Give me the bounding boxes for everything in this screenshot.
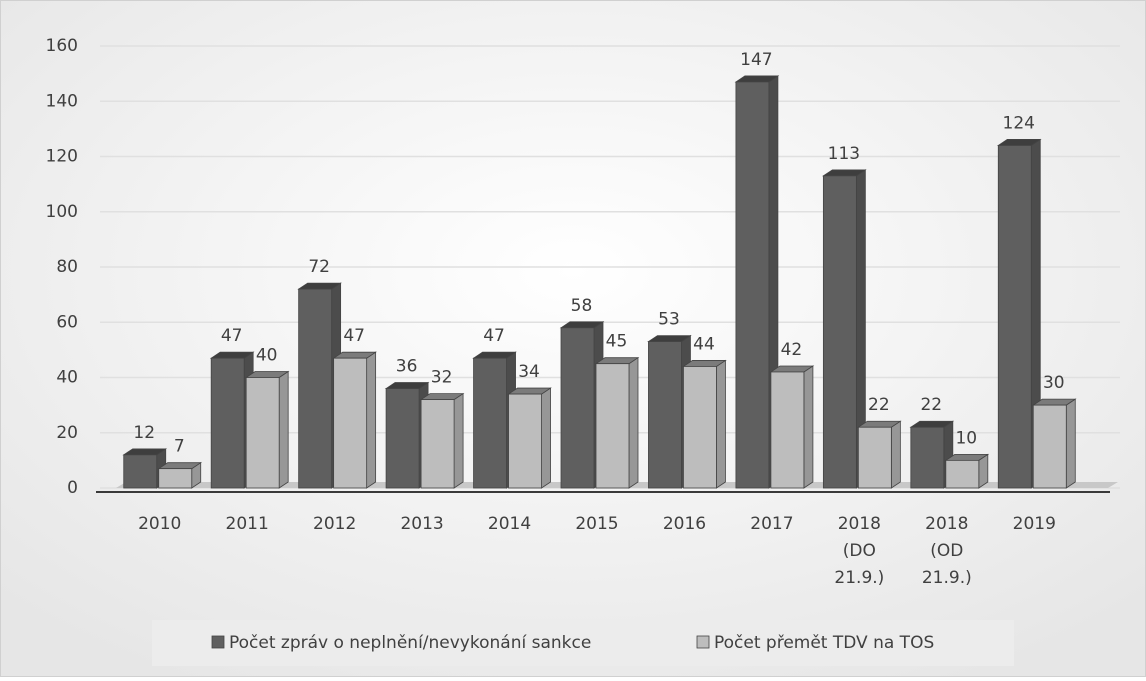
- data-label: 72: [308, 257, 330, 277]
- data-label: 10: [955, 428, 977, 448]
- data-label: 47: [221, 326, 243, 346]
- x-tick-label: 2018 (DO 21.9.): [834, 514, 884, 588]
- data-label: 53: [658, 310, 680, 330]
- legend-label: Počet přemět TDV na TOS: [714, 633, 934, 653]
- bar-side: [1065, 398, 1076, 489]
- y-tick-label: 160: [46, 36, 78, 56]
- x-tick-label: 2012: [313, 514, 356, 534]
- data-label: 44: [693, 334, 715, 354]
- bar: [473, 357, 507, 489]
- bar: [770, 371, 805, 489]
- data-label: 124: [1003, 113, 1035, 133]
- bar: [298, 288, 333, 489]
- bar: [1032, 404, 1067, 489]
- x-tick-label: 2010: [138, 514, 181, 534]
- data-label: 30: [1043, 373, 1065, 393]
- legend-box: [152, 620, 1014, 666]
- bar-side: [716, 359, 726, 489]
- bar: [210, 357, 245, 489]
- x-tick-label: 2017: [750, 514, 793, 534]
- data-label: 36: [396, 357, 418, 377]
- x-tick-label: 2018 (OD 21.9.): [922, 514, 972, 588]
- bar-side: [366, 351, 377, 489]
- x-tick-label: 2011: [226, 514, 269, 534]
- x-tick-label: 2019: [1013, 514, 1056, 534]
- data-label: 45: [606, 332, 628, 352]
- bar: [648, 341, 682, 489]
- bar: [123, 454, 158, 489]
- data-label: 32: [431, 368, 453, 388]
- bar: [508, 393, 542, 489]
- bar: [910, 426, 945, 489]
- y-tick-label: 140: [46, 91, 78, 111]
- bar-side: [628, 356, 639, 489]
- data-label: 147: [740, 50, 772, 70]
- legend-swatch: [696, 635, 710, 649]
- bar: [333, 357, 368, 489]
- legend-label: Počet zpráv o neplnění/nevykonání sankce: [229, 633, 591, 653]
- bar-side: [453, 392, 464, 489]
- bar: [595, 363, 630, 489]
- data-label: 42: [781, 340, 803, 360]
- bar: [158, 468, 193, 489]
- bar-side: [541, 387, 551, 489]
- data-label: 47: [343, 326, 365, 346]
- bar-side: [803, 365, 814, 489]
- bar-side: [890, 420, 901, 489]
- data-label: 113: [828, 144, 860, 164]
- bar: [420, 399, 455, 489]
- x-tick-label: 2013: [400, 514, 443, 534]
- bar: [945, 459, 980, 489]
- data-label: 12: [133, 423, 155, 443]
- data-label: 22: [868, 395, 890, 415]
- y-tick-label: 0: [67, 478, 78, 498]
- y-tick-label: 100: [46, 202, 78, 222]
- y-tick-label: 120: [46, 147, 78, 167]
- y-tick-label: 20: [56, 423, 78, 443]
- bar-side: [278, 370, 289, 489]
- bar: [245, 377, 280, 489]
- x-tick-label: 2016: [663, 514, 706, 534]
- data-label: 47: [483, 326, 505, 346]
- bar: [822, 175, 857, 489]
- x-tick-label: 2014: [488, 514, 531, 534]
- y-tick-label: 40: [56, 368, 78, 388]
- bar: [735, 81, 770, 489]
- data-label: 22: [920, 395, 942, 415]
- data-label: 34: [518, 362, 540, 382]
- y-tick-label: 80: [56, 257, 78, 277]
- data-label: 40: [256, 346, 278, 366]
- bar: [560, 327, 595, 489]
- data-label: 58: [571, 296, 593, 316]
- bar: [683, 366, 717, 489]
- bar: [857, 426, 892, 489]
- x-tick-label: 2015: [575, 514, 618, 534]
- bar: [385, 388, 420, 489]
- y-tick-label: 60: [56, 312, 78, 332]
- data-label: 7: [174, 437, 185, 457]
- legend-swatch: [211, 635, 225, 649]
- bar: [997, 145, 1032, 489]
